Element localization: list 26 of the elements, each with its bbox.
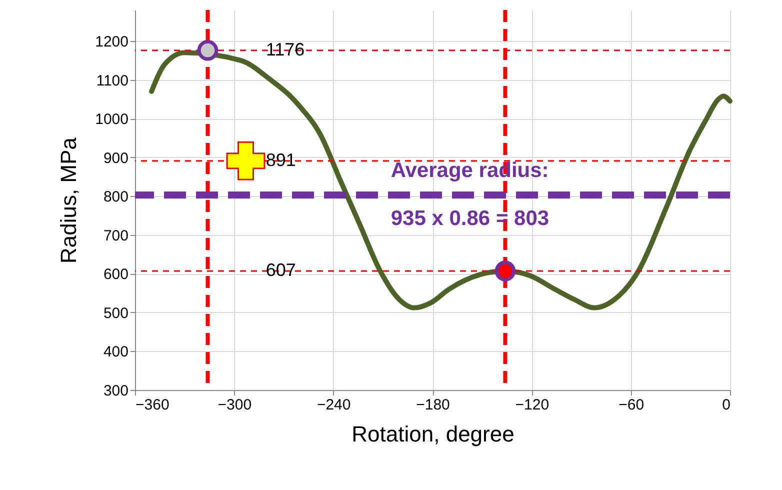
x-tick-label: −180 xyxy=(416,396,450,414)
y-tick-label: 600 xyxy=(103,266,128,284)
y-tick-label: 1000 xyxy=(95,111,128,128)
y-tick-label: 900 xyxy=(103,150,128,167)
y-tick-label: 800 xyxy=(103,188,128,206)
y-tick-label: 400 xyxy=(103,344,128,361)
point xyxy=(494,260,516,282)
ref-line-label: Average radius: 935 x 0.86 = 803 xyxy=(390,158,550,230)
x-axis-title: Rotation, degree xyxy=(352,422,514,446)
y-tick-label: 1100 xyxy=(96,72,128,90)
y-tick-label: 500 xyxy=(103,304,128,322)
x-tick-label: 0 xyxy=(722,396,730,414)
ref-line-label: 1176 xyxy=(266,39,305,60)
x-tick-label: −240 xyxy=(316,396,351,414)
point xyxy=(226,141,266,180)
y-axis-title: Radius, MPa xyxy=(56,136,82,264)
y-tick-label: 300 xyxy=(103,382,128,400)
y-tick-label: 700 xyxy=(103,227,128,244)
ref-line-label: 891 xyxy=(266,150,296,170)
x-tick-label: −300 xyxy=(218,396,252,414)
x-tick-label: −60 xyxy=(618,396,644,414)
x-tick-label: −360 xyxy=(136,396,170,414)
y-tick-label: 1200 xyxy=(95,34,128,51)
point xyxy=(197,40,218,61)
ref-line-label: 607 xyxy=(266,260,296,280)
x-tick-label: −120 xyxy=(515,396,550,414)
